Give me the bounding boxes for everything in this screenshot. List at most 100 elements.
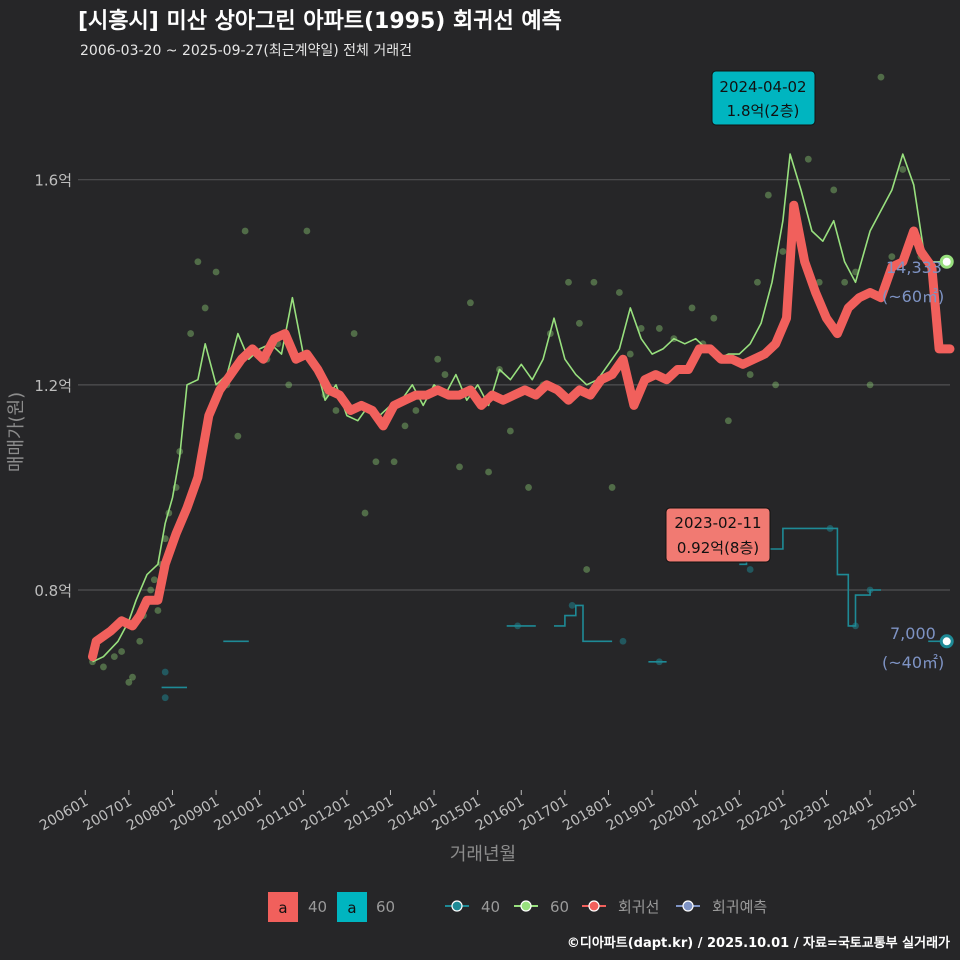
end-label-60: 14,333 (~60㎡) xyxy=(882,258,944,306)
scatter-point-60 xyxy=(401,422,409,430)
footer-credit: ©디아파트(dapt.kr) / 2025.10.01 / 자료=국토교통부 실… xyxy=(567,935,950,951)
scatter-point-60 xyxy=(724,417,732,425)
legend-label-forecast: 회귀예측 xyxy=(712,898,767,916)
legend-swatch-60-fill xyxy=(337,892,367,922)
end-label-60-count: 14,333 xyxy=(886,258,942,277)
scatter-point-60 xyxy=(688,304,696,312)
legend-label-60-line: 60 xyxy=(550,898,569,916)
annotation-value-recent: 0.92억(8층) xyxy=(677,539,759,557)
annotation-callout-max: 2024-04-02 1.8억(2층) xyxy=(711,70,816,126)
scatter-point-60 xyxy=(583,566,591,573)
scatter-point-60 xyxy=(815,278,823,286)
scatter-point-60 xyxy=(637,325,645,332)
end-label-40-area: (~40㎡) xyxy=(882,653,944,672)
annotation-callout-recent: 2023-02-11 0.92억(8층) xyxy=(665,507,771,563)
end-label-40: 7,000 (~40㎡) xyxy=(882,624,944,672)
scatter-point-60 xyxy=(441,371,449,378)
series-line-40 xyxy=(554,604,613,643)
scatter-point-60 xyxy=(136,637,144,645)
legend-label-60-fill: 60 xyxy=(376,898,395,916)
scatter-point-60 xyxy=(154,607,162,614)
legend-marker-regression xyxy=(588,900,600,912)
scatter-point-60 xyxy=(899,166,907,173)
scatter-point-60 xyxy=(779,248,787,255)
scatter-point-60 xyxy=(456,463,463,471)
end-marker-60 xyxy=(939,254,954,269)
scatter-point-60 xyxy=(830,186,838,194)
legend-label-regression: 회귀선 xyxy=(618,898,659,916)
end-label-60-area: (~60㎡) xyxy=(882,287,944,306)
scatter-point-60 xyxy=(615,289,623,296)
scatter-point-60 xyxy=(412,407,420,414)
scatter-point-60 xyxy=(390,458,398,466)
scatter-point-40 xyxy=(161,668,169,676)
legend-marker-40 xyxy=(451,900,463,912)
annotation-box-max xyxy=(711,70,816,126)
scatter-point-60 xyxy=(241,227,249,235)
x-axis-title: 거래년월 xyxy=(450,844,516,865)
scatter-point-60 xyxy=(350,330,358,337)
scatter-point-60 xyxy=(110,653,118,661)
scatter-point-60 xyxy=(877,73,885,81)
scatter-point-60 xyxy=(201,304,209,312)
scatter-point-60 xyxy=(150,576,158,584)
scatter-point-40 xyxy=(568,601,576,609)
legend-swatch-40-fill xyxy=(268,892,298,922)
scatter-point-40 xyxy=(161,694,169,702)
scatter-point-60 xyxy=(285,381,293,389)
y-tick-label: 1.2억 xyxy=(34,377,72,395)
scatter-point-60 xyxy=(710,314,718,322)
legend-swatch-60-glyph: a xyxy=(347,899,356,917)
scatter-point-60 xyxy=(746,371,754,378)
scatter-point-60 xyxy=(194,258,202,266)
legend-marker-60 xyxy=(520,900,532,912)
scatter-point-60 xyxy=(234,432,242,440)
scatter-point-60 xyxy=(506,427,514,435)
scatter-point-60 xyxy=(764,191,772,199)
scatter-point-60 xyxy=(576,319,583,327)
series-line-60 xyxy=(92,153,943,663)
scatter-point-60 xyxy=(100,663,107,671)
annotation-value-max: 1.8억(2층) xyxy=(727,102,800,120)
legend-label-40-line: 40 xyxy=(481,898,500,916)
scatter-point-60 xyxy=(372,458,380,466)
scatter-point-60 xyxy=(608,484,616,491)
scatter-point-60 xyxy=(590,278,598,286)
scatter-point-60 xyxy=(303,227,311,235)
scatter-point-60 xyxy=(866,381,874,389)
annotation-date-max: 2024-04-02 xyxy=(719,78,806,96)
end-label-40-count: 7,000 xyxy=(890,624,936,643)
scatter-point-60 xyxy=(118,648,125,655)
y-axis-title: 매매가(원) xyxy=(6,392,27,472)
scatter-point-60 xyxy=(525,484,532,491)
scatter-point-60 xyxy=(129,673,136,681)
scatter-point-60 xyxy=(485,468,492,476)
y-tick-label: 0.8억 xyxy=(34,582,72,600)
scatter-point-60 xyxy=(125,678,133,686)
chart-subtitle: 2006-03-20 ~ 2025-09-27(최근계약일) 전체 거래건 xyxy=(80,43,412,59)
y-tick-label: 1.6억 xyxy=(34,172,72,190)
legend-swatch-40-glyph: a xyxy=(278,899,287,917)
scatter-point-60 xyxy=(626,350,634,358)
scatter-point-40 xyxy=(746,566,754,573)
scatter-point-40 xyxy=(619,637,627,645)
annotation-date-recent: 2023-02-11 xyxy=(674,514,761,532)
scatter-point-60 xyxy=(332,407,340,414)
scatter-point-60 xyxy=(772,381,779,389)
end-marker-40 xyxy=(939,634,954,649)
scatter-point-60 xyxy=(804,155,812,163)
scatter-point-60 xyxy=(565,278,572,286)
regression-line xyxy=(88,200,955,662)
scatter-point-60 xyxy=(434,355,442,363)
scatter-point-60 xyxy=(888,253,896,261)
legend: a 40 a 60 40 60 회귀선 회귀예측 xyxy=(268,892,767,922)
legend-marker-forecast xyxy=(682,900,694,912)
scatter-point-60 xyxy=(361,509,369,517)
scatter-point-60 xyxy=(467,299,474,307)
scatter-point-60 xyxy=(187,330,195,337)
scatter-point-60 xyxy=(754,278,761,286)
legend-label-40-fill: 40 xyxy=(308,898,327,916)
